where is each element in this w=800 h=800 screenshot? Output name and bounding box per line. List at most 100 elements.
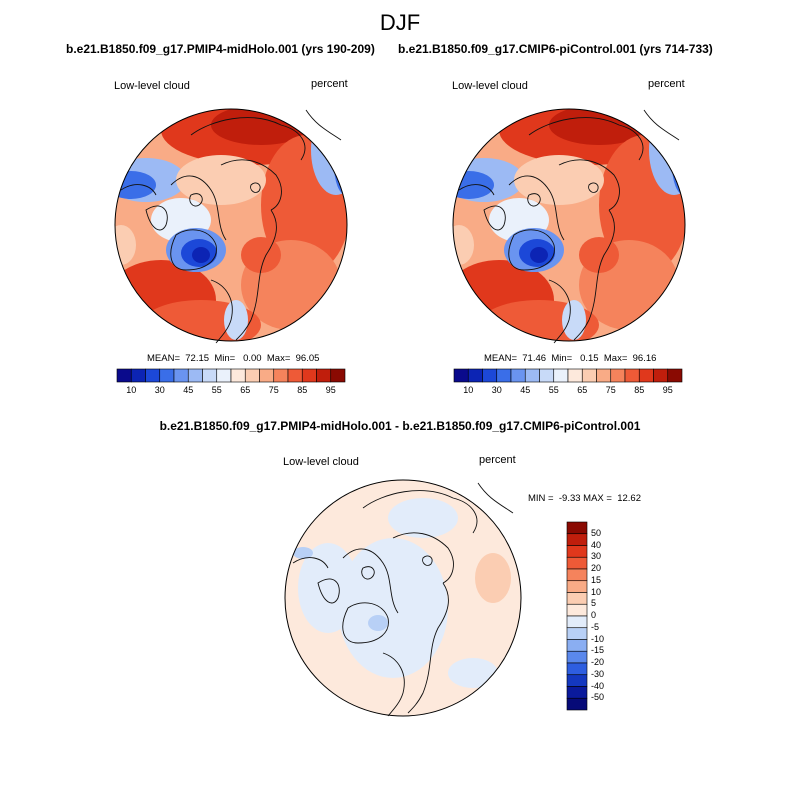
panel1-colorbar-tick-label: 30	[154, 385, 165, 395]
panel2-colorbar-tick-label: 75	[605, 385, 616, 395]
panel2-stats: MEAN= 71.46 Min= 0.15 Max= 96.16	[484, 353, 657, 364]
difference-colorbar-tick-label: -15	[591, 645, 605, 656]
panel2-colorbar-swatch	[453, 368, 469, 383]
panel2-colorbar-tick-label: 65	[577, 385, 588, 395]
difference-colorbar-swatch	[566, 568, 588, 582]
panel1-colorbar	[116, 368, 346, 383]
difference-colorbar-tick-label: 20	[591, 563, 602, 573]
panel1-colorbar-swatch	[216, 368, 232, 383]
panel1-colorbar-tick-label: 65	[240, 385, 251, 395]
panel2-colorbar-tick-label: 55	[548, 385, 559, 395]
panel1-colorbar-swatch	[202, 368, 218, 383]
panel1-colorbar-swatch	[230, 368, 246, 383]
difference-colorbar-swatch	[566, 603, 588, 617]
panel1-colorbar-tick-label: 75	[268, 385, 279, 395]
panel1-colorbar-swatch	[130, 368, 146, 383]
panel1-colorbar-swatch	[316, 368, 332, 383]
difference-colorbar-tick-label: 5	[591, 598, 597, 609]
difference-colorbar-swatch	[566, 556, 588, 570]
difference-colorbar-tick-label: 50	[591, 527, 602, 538]
panel2-colorbar-tick-label: 45	[520, 385, 531, 395]
panel2-colorbar	[453, 368, 683, 383]
panel1-variable-label: Low-level cloud	[114, 80, 190, 92]
panel2-map-field	[453, 109, 685, 341]
panel2-variable-label: Low-level cloud	[452, 80, 528, 92]
panel2-colorbar-swatch	[482, 368, 498, 383]
panel1-colorbar-swatch	[330, 368, 346, 383]
difference-colorbar-tick-label: -40	[591, 680, 605, 691]
difference-colorbar-swatch	[566, 697, 588, 711]
difference-colorbar-tick-label: 40	[591, 539, 602, 550]
difference-colorbar-tick-label: -20	[591, 657, 605, 667]
panel2-colorbar-swatch	[496, 368, 512, 383]
difference-colorbar-tick-label: 15	[591, 574, 602, 585]
difference-colorbar-tick-label: -5	[591, 621, 600, 632]
panel2-colorbar-swatch	[624, 368, 640, 383]
panel1-colorbar-swatch	[244, 368, 260, 383]
difference-colorbar-swatch	[566, 533, 588, 546]
panel2-colorbar-tick-label: 95	[662, 385, 673, 395]
panel1-colorbar-swatch	[159, 368, 175, 383]
panel1-colorbar-swatch	[173, 368, 189, 383]
panel2-colorbar-swatch	[667, 368, 683, 383]
panel2-colorbar-swatch	[539, 368, 555, 383]
panel2-colorbar-tick-label: 30	[491, 385, 502, 395]
panel2-colorbar-swatch	[567, 368, 583, 383]
difference-colorbar-tick-label: 10	[591, 586, 602, 597]
panel2-map-boundary	[452, 108, 686, 342]
difference-colorbar-swatch	[566, 592, 588, 605]
panel1-case-title: b.e21.B1850.f09_g17.PMIP4-midHolo.001 (y…	[66, 42, 375, 56]
panel2-colorbar-swatch	[510, 368, 526, 383]
panel1-colorbar-tick-label: 85	[297, 385, 308, 395]
panel2-colorbar-swatch	[467, 368, 483, 383]
panel1-colorbar-swatch	[259, 368, 275, 383]
difference-colorbar-swatch	[566, 580, 588, 593]
panel1-colorbar-tick-label: 95	[325, 385, 336, 395]
panel1-colorbar-tick-label: 10	[126, 385, 137, 395]
panel1-colorbar-swatch	[287, 368, 303, 383]
panel3-map-boundary	[284, 479, 522, 717]
difference-colorbar-swatch	[566, 650, 588, 664]
panel2-colorbar-tick-label: 10	[463, 385, 474, 395]
panel2-colorbar-swatch	[553, 368, 569, 383]
panel1-stats: MEAN= 72.15 Min= 0.00 Max= 96.05	[147, 353, 320, 364]
panel1-colorbar-swatch	[301, 368, 317, 383]
panel3-variable-label: Low-level cloud	[283, 456, 359, 468]
difference-colorbar-swatch	[566, 662, 588, 676]
panel2-case-title: b.e21.B1850.f09_g17.CMIP6-piControl.001 …	[398, 42, 713, 56]
difference-colorbar-swatch	[566, 674, 588, 687]
panel1-colorbar-swatch	[187, 368, 203, 383]
difference-colorbar-tick-label: -50	[591, 692, 605, 703]
panel2-colorbar-swatch	[581, 368, 597, 383]
panel3-stats: MIN = -9.33 MAX = 12.62	[528, 493, 641, 504]
difference-colorbar-swatch	[566, 615, 588, 629]
difference-colorbar-swatch	[566, 521, 588, 535]
panel2-colorbar-swatch	[638, 368, 654, 383]
panel2-colorbar-swatch	[524, 368, 540, 383]
panel2-units-label: percent	[648, 78, 685, 90]
season-title: DJF	[379, 10, 421, 35]
difference-colorbar-swatch	[566, 639, 588, 652]
difference-colorbar-swatch	[566, 686, 588, 699]
difference-colorbar-swatch	[566, 545, 588, 558]
panel3-units-label: percent	[479, 454, 516, 466]
panel1-units-label: percent	[311, 78, 348, 90]
difference-colorbar-tick-label: -30	[591, 668, 605, 679]
difference-colorbar-tick-label: 0	[591, 610, 597, 620]
difference-title: b.e21.B1850.f09_g17.PMIP4-midHolo.001 - …	[159, 419, 641, 433]
panel1-colorbar-swatch	[145, 368, 161, 383]
difference-colorbar	[566, 521, 588, 711]
panel1-colorbar-swatch	[116, 368, 132, 383]
panel3-map-field	[285, 480, 521, 716]
panel1-colorbar-tick-label: 45	[183, 385, 194, 395]
panel1-map-boundary	[114, 108, 348, 342]
panel1-colorbar-tick-label: 55	[211, 385, 222, 395]
difference-colorbar-tick-label: -10	[591, 633, 605, 644]
panel2-colorbar-swatch	[610, 368, 626, 383]
panel2-colorbar-swatch	[596, 368, 612, 383]
panel2-colorbar-tick-label: 85	[634, 385, 645, 395]
panel1-colorbar-swatch	[273, 368, 289, 383]
panel1-map-field	[115, 109, 347, 341]
panel2-colorbar-swatch	[653, 368, 669, 383]
